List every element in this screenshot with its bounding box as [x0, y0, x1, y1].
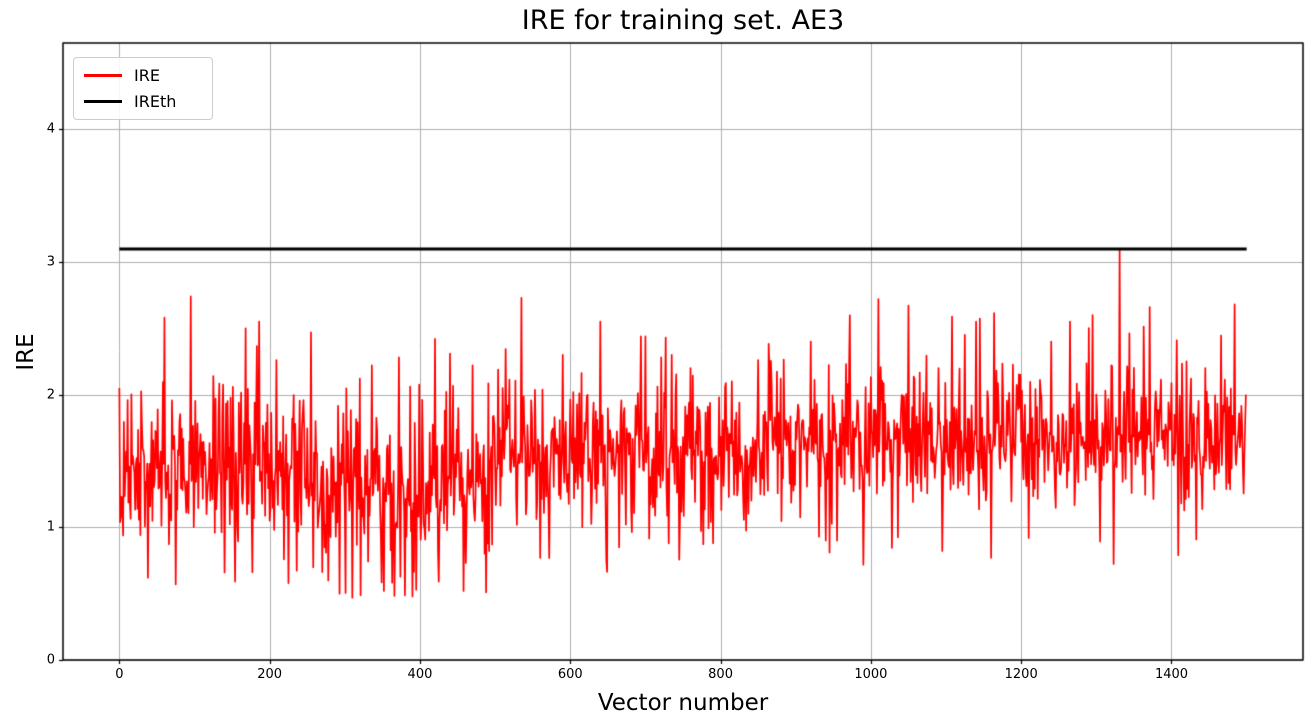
legend-line-sample-ire — [84, 74, 122, 78]
legend-label-ireth: IREth — [134, 91, 177, 111]
legend-entry-ireth: IREth — [84, 89, 202, 115]
y-tick-label: 1 — [46, 519, 55, 535]
x-tick-label: 200 — [257, 667, 283, 682]
legend: IRE IREth — [73, 57, 213, 120]
y-tick-label: 0 — [46, 652, 55, 668]
x-tick-label: 0 — [115, 667, 124, 682]
x-tick-label: 400 — [407, 667, 433, 682]
chart-title: IRE for training set. AE3 — [521, 5, 845, 36]
legend-entry-ire: IRE — [84, 63, 202, 89]
x-tick-label: 800 — [708, 667, 733, 682]
y-tick-label: 2 — [46, 387, 55, 403]
legend-line-sample-ireth — [84, 99, 122, 103]
x-axis-label: Vector number — [597, 690, 769, 716]
y-axis-label: IRE — [13, 333, 39, 371]
x-tick-label: 1400 — [1154, 667, 1189, 682]
x-tick-label: 600 — [557, 667, 583, 682]
x-tick-label: 1200 — [1004, 667, 1038, 682]
x-tick-label: 1000 — [854, 667, 888, 682]
y-tick-label: 3 — [46, 254, 55, 270]
y-tick-label: 4 — [46, 121, 55, 137]
legend-label-ire: IRE — [134, 66, 160, 86]
